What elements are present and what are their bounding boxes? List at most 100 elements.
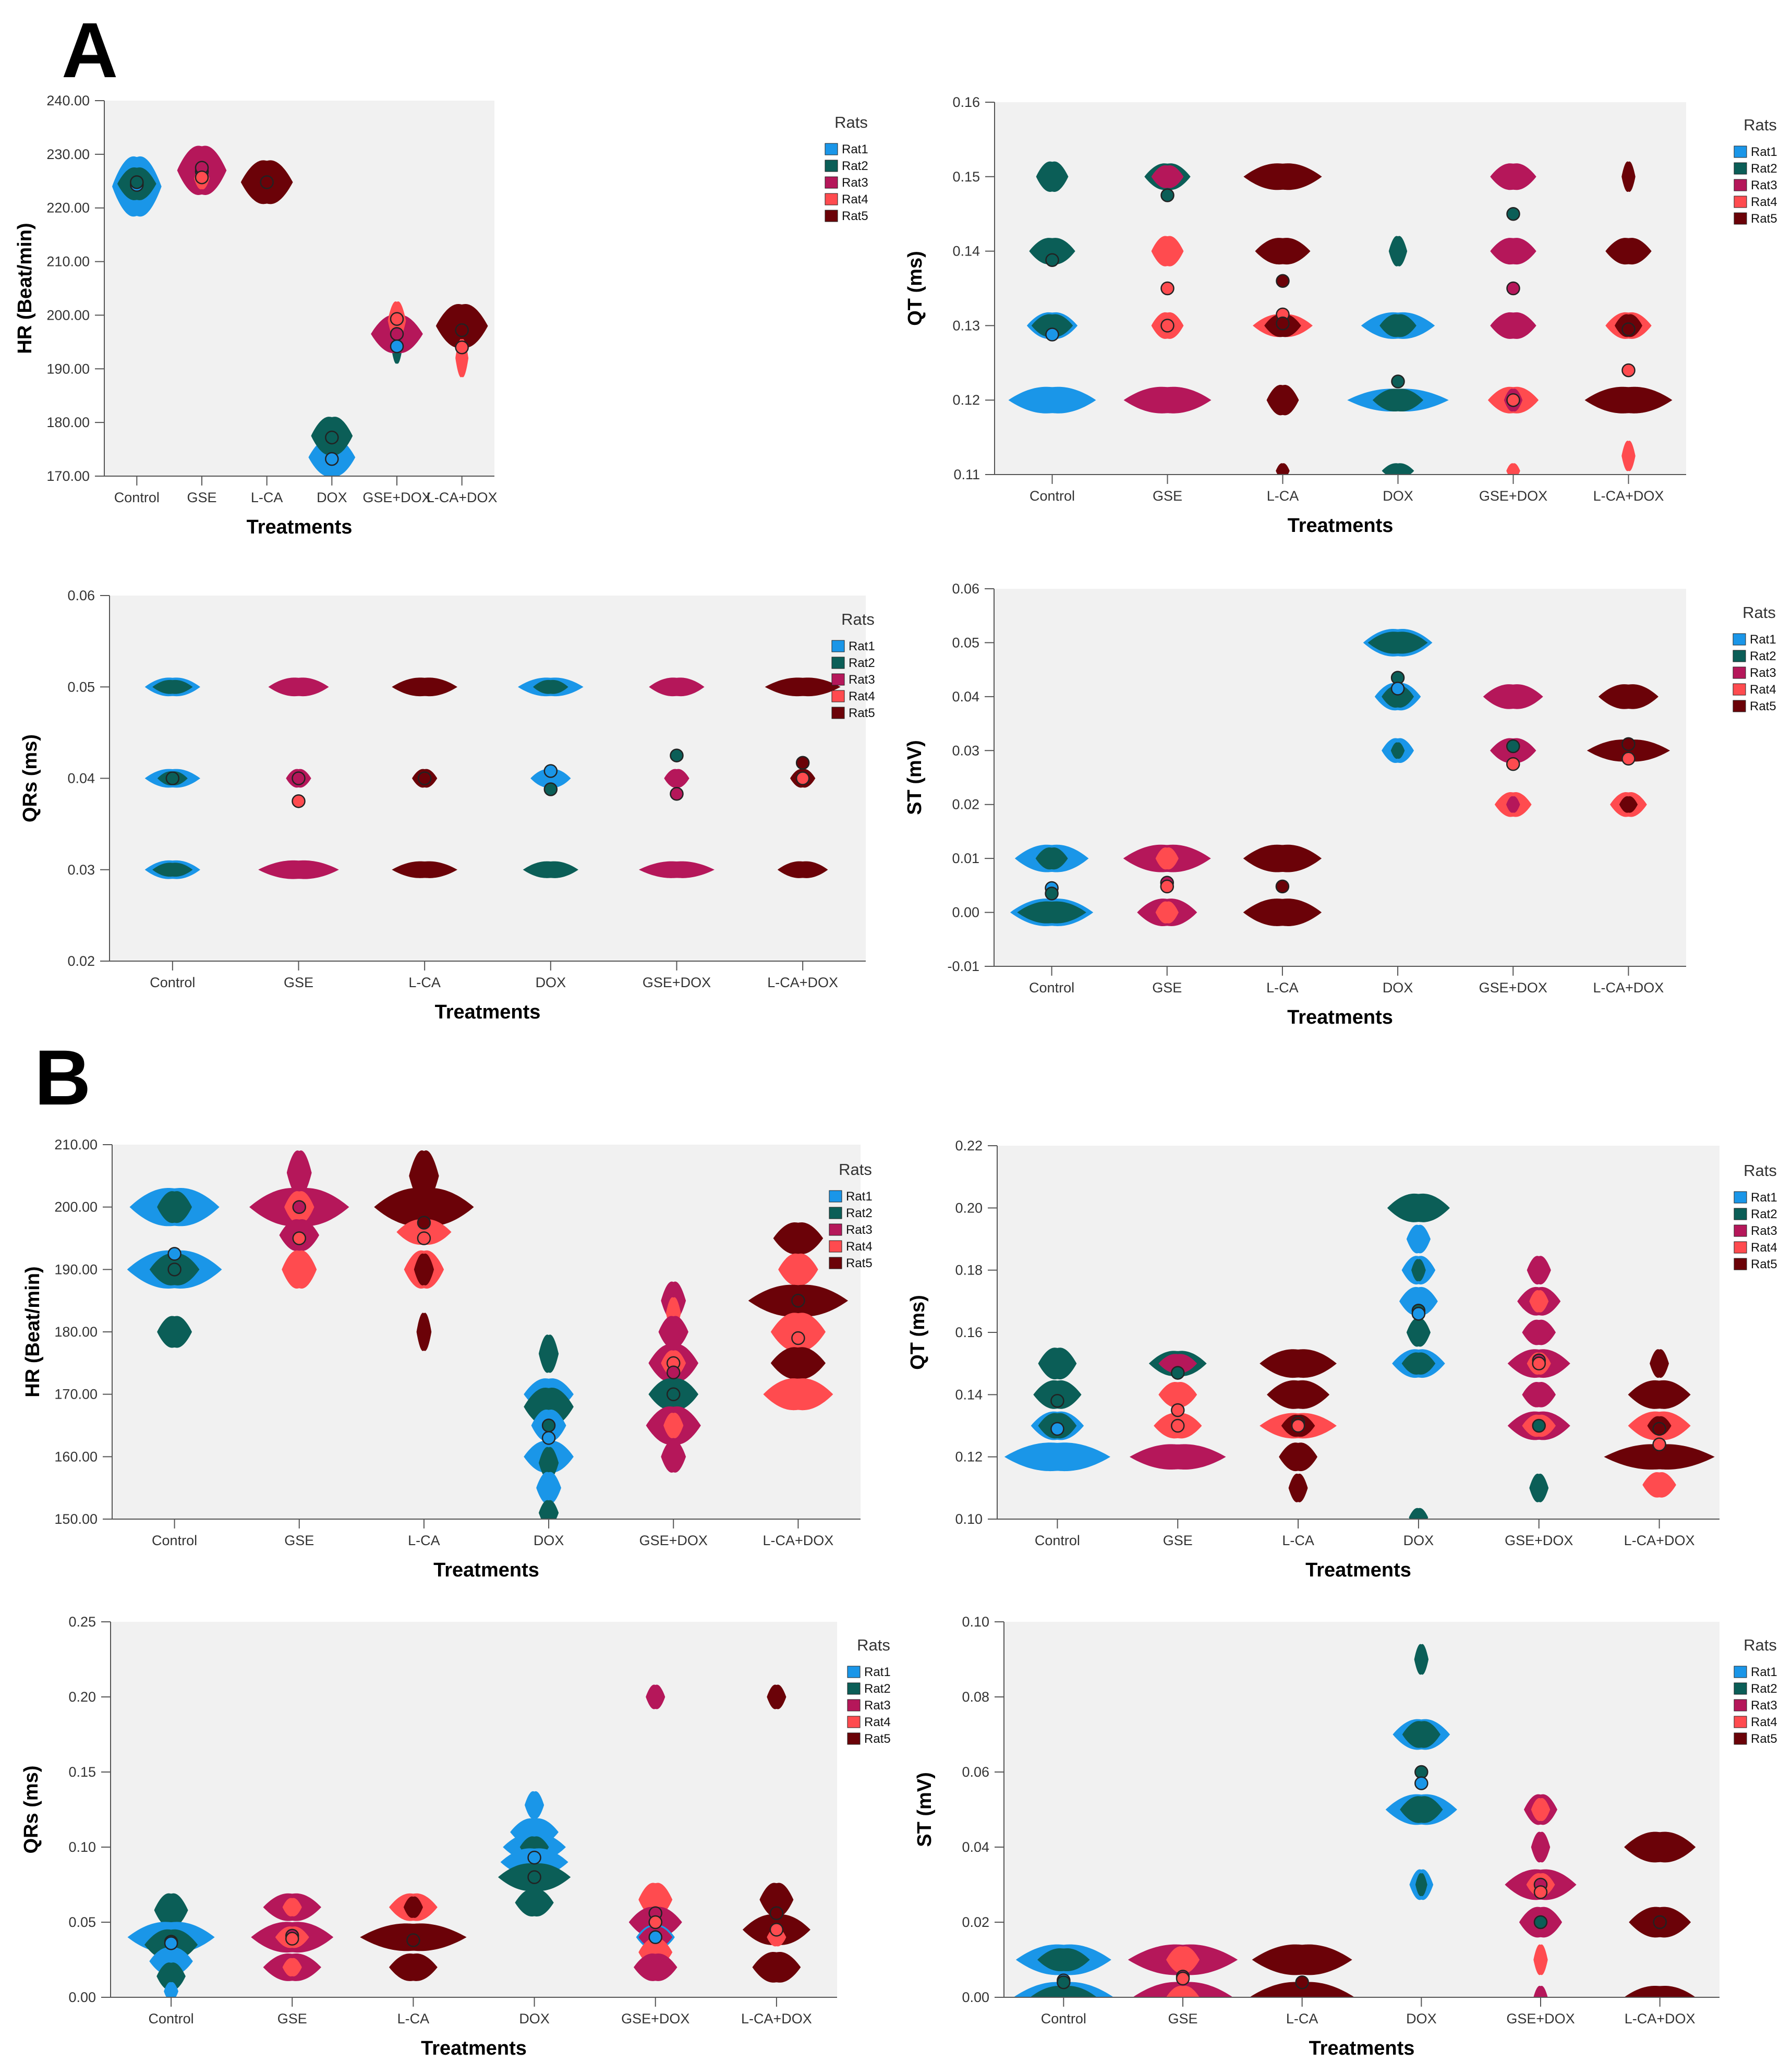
mean-point-rat4 <box>1621 363 1636 378</box>
violins <box>112 145 488 476</box>
legend-label: Rat2 <box>846 1206 873 1220</box>
chart-6: 0.10 0.12 0.14 0.16 0.18 0.20 0.22 Control GSE L-… <box>907 1138 1777 1581</box>
violin-rat4 <box>1166 1985 1200 1997</box>
x-tick-label: GSE+DOX <box>621 2011 689 2026</box>
mean-point-rat5 <box>417 771 432 785</box>
violin-rat1 <box>1008 386 1096 414</box>
mean-point-rat5 <box>1621 737 1636 751</box>
plot-area <box>997 1146 1720 1519</box>
violin-rat2 <box>1388 236 1408 266</box>
chart-4: -0.01 0.00 0.01 0.02 0.03 0.04 0.05 0.06 Control… <box>904 581 1776 1028</box>
legend-label: Rat2 <box>849 656 875 670</box>
violins <box>1013 1644 1696 1997</box>
legend-title: Rats <box>1743 116 1777 134</box>
violin-rat3 <box>1506 796 1520 813</box>
legend-label: Rat3 <box>1751 1698 1777 1713</box>
violin-rat1 <box>1004 1442 1110 1472</box>
x-tick-label: GSE <box>1153 488 1182 504</box>
mean-point-rat4 <box>1160 281 1175 296</box>
legend-label: Rat4 <box>1751 1715 1777 1729</box>
x-axis: Control GSE L-CA DOX GSE+DOX L-CA+DOX <box>1035 1519 1694 1548</box>
mean-point-rat3 <box>390 327 404 341</box>
violin-rat4 <box>1151 236 1184 266</box>
violin-rat2 <box>1401 1352 1436 1375</box>
mean-point-rat5 <box>406 1933 420 1947</box>
y-tick-label: 0.03 <box>952 743 979 758</box>
y-axis: 0.02 0.03 0.04 0.05 0.06 <box>67 588 110 969</box>
mean-point-rat1 <box>167 1247 181 1261</box>
x-tick-label: DOX <box>519 2011 550 2026</box>
x-axis: Control GSE L-CA DOX GSE+DOX L-CA+DOX <box>150 961 838 990</box>
mean-point-rat2 <box>1050 1394 1064 1408</box>
mean-point-rat3 <box>292 1200 306 1214</box>
violin-rat5 <box>767 1684 786 1709</box>
y-tick-label: 0.06 <box>67 588 95 603</box>
y-tick-label: 0.04 <box>962 1839 989 1855</box>
legend-swatch-rat1 <box>829 1190 842 1203</box>
legend-label: Rat1 <box>846 1190 873 1204</box>
y-tick-label: 240.00 <box>46 93 90 108</box>
x-axis-title: Treatments <box>433 1559 539 1581</box>
x-tick-label: L-CA <box>408 1533 440 1548</box>
legend-swatch-rat3 <box>1733 666 1746 679</box>
violin-rat3 <box>258 860 339 879</box>
chart-5: 150.00 160.00 170.00 180.00 190.00 200.00 210.… <box>22 1137 873 1581</box>
plot-area <box>104 101 494 476</box>
mean-point-rat4 <box>195 170 209 185</box>
x-tick-label: L-CA <box>1266 980 1299 996</box>
legend-label: Rat5 <box>1750 699 1776 713</box>
legend-label: Rat5 <box>846 1256 873 1270</box>
violins <box>1004 1193 1715 1519</box>
y-axis: 150.00 160.00 170.00 180.00 190.00 200.00 210.… <box>54 1137 112 1527</box>
mean-point-rat2 <box>670 748 684 762</box>
x-tick-label: GSE+DOX <box>643 975 711 990</box>
violin-rat2 <box>1035 847 1068 870</box>
y-tick-label: 200.00 <box>46 307 90 323</box>
y-tick-label: 0.08 <box>962 1689 989 1705</box>
mean-point-rat5 <box>1275 879 1290 894</box>
y-tick-label: 0.10 <box>955 1511 983 1527</box>
legend-label: Rat2 <box>842 159 868 173</box>
legend-label: Rat3 <box>846 1223 873 1237</box>
legend-label: Rat1 <box>864 1665 891 1679</box>
mean-point-rat4 <box>1621 751 1636 766</box>
y-tick-label: 230.00 <box>46 147 90 162</box>
panel-label-b: B <box>34 1034 91 1121</box>
violin-rat5 <box>1605 238 1652 265</box>
violin-rat4 <box>1158 1381 1197 1407</box>
legend-swatch-rat5 <box>1734 1258 1747 1270</box>
violin-rat2 <box>1382 685 1414 708</box>
legend-label: Rat1 <box>1751 145 1777 159</box>
violin-rat5 <box>392 677 457 697</box>
mean-point-rat4 <box>1160 879 1174 894</box>
mean-point-rat2 <box>165 771 180 785</box>
mean-point-rat4 <box>292 1231 306 1245</box>
x-axis: Control GSE L-CA DOX GSE+DOX L-CA+DOX <box>1030 475 1664 504</box>
violin-rat5 <box>1650 1349 1669 1378</box>
legend-label: Rat4 <box>1751 1241 1777 1255</box>
plot-area <box>112 1145 861 1519</box>
y-tick-label: 210.00 <box>46 254 90 270</box>
violin-rat3 <box>1158 1354 1197 1373</box>
x-tick-label: DOX <box>1406 2011 1437 2026</box>
charts-container: 170.00 180.00 190.00 200.00 210.00 220.00 230.… <box>14 93 1777 2059</box>
legend: Rats Rat1 Rat2 Rat3 Rat4 Rat5 <box>831 610 875 720</box>
x-tick-label: L-CA <box>397 2011 430 2026</box>
violin-rat1 <box>536 1472 561 1504</box>
violin-rat2 <box>1402 1721 1440 1748</box>
mean-point-rat4 <box>1652 1437 1666 1452</box>
violin-rat2 <box>1030 1986 1097 1997</box>
legend: Rats Rat1 Rat2 Rat3 Rat4 Rat5 <box>1734 1161 1777 1271</box>
plot-area <box>1004 1622 1720 1997</box>
y-tick-label: 0.16 <box>952 94 980 110</box>
x-axis-title: Treatments <box>1288 515 1394 537</box>
violin-rat3 <box>639 861 715 878</box>
violin-rat2 <box>1415 1873 1427 1897</box>
x-tick-label: GSE+DOX <box>1479 488 1547 504</box>
violin-rat2 <box>523 861 578 878</box>
legend-swatch-rat4 <box>1734 196 1747 208</box>
violin-rat2 <box>1390 742 1405 759</box>
legend-swatch-rat4 <box>825 193 838 205</box>
violin-rat5 <box>1267 1380 1330 1409</box>
violin-rat5 <box>752 1952 801 1983</box>
